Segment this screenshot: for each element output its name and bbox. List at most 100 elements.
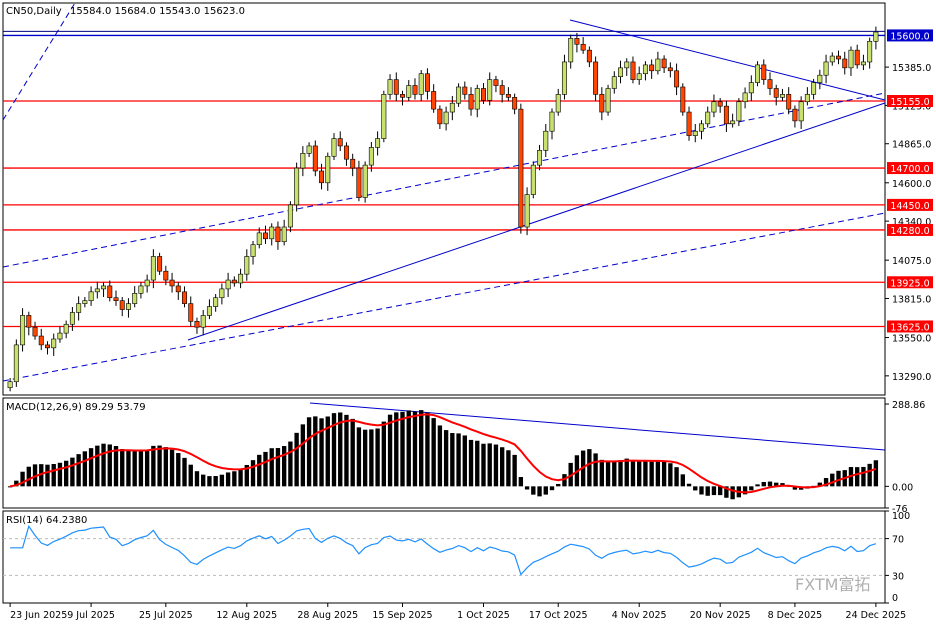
macd-bar bbox=[144, 449, 150, 487]
trendlines bbox=[2, 2, 886, 451]
macd-bar bbox=[643, 460, 648, 487]
macd-bar bbox=[356, 427, 362, 487]
candle-body bbox=[269, 226, 275, 240]
candle-body bbox=[119, 300, 125, 310]
macd-bar bbox=[419, 410, 424, 487]
candle-body bbox=[250, 244, 256, 257]
candle-body bbox=[555, 94, 561, 113]
macd-bar bbox=[182, 457, 187, 487]
candle-body bbox=[848, 49, 854, 69]
candle-body bbox=[680, 86, 686, 113]
candle-body bbox=[736, 101, 742, 122]
macd-bar bbox=[867, 463, 872, 487]
macd-bar bbox=[661, 461, 667, 487]
macd-bar bbox=[63, 460, 69, 487]
macd-bar bbox=[138, 450, 144, 487]
macd-tick-label-1: 0.00 bbox=[892, 482, 913, 493]
macd-bar bbox=[680, 474, 685, 487]
candle-body bbox=[618, 67, 623, 77]
chart-ohlc-label: 15584.0 15684.0 15543.0 15623.0 bbox=[70, 6, 245, 17]
date-label-5: 15 Sep 2025 bbox=[372, 610, 432, 621]
candle-body bbox=[88, 291, 94, 301]
candle-body bbox=[281, 226, 287, 243]
candle-body bbox=[169, 279, 175, 287]
rsi-label: RSI(14) 64.2380 bbox=[6, 515, 87, 526]
macd-bar bbox=[176, 453, 181, 487]
candle-body bbox=[412, 85, 418, 95]
candle-body bbox=[636, 73, 642, 80]
macd-bar bbox=[717, 486, 723, 496]
macd-bar bbox=[487, 443, 492, 487]
macd-bar bbox=[456, 433, 461, 487]
macd-bar bbox=[319, 418, 324, 487]
macd-bar bbox=[593, 453, 598, 487]
candle-body bbox=[792, 108, 798, 122]
level-tag-6 bbox=[887, 320, 933, 333]
candle-body bbox=[219, 288, 225, 299]
candle-body bbox=[362, 164, 368, 198]
macd-bar bbox=[462, 435, 467, 487]
candle-body bbox=[375, 138, 381, 148]
candle-body bbox=[568, 38, 574, 63]
macd-bar bbox=[817, 482, 823, 487]
macd-bar bbox=[711, 486, 717, 496]
candle-body bbox=[206, 306, 212, 316]
macd-divergence-line bbox=[309, 402, 886, 451]
rsi-tick-label-3: 0 bbox=[892, 593, 898, 604]
macd-bar bbox=[88, 448, 94, 487]
macd-bar bbox=[443, 430, 449, 487]
macd-bar bbox=[724, 486, 729, 498]
macd-bar bbox=[475, 440, 480, 487]
level-tag-3 bbox=[887, 198, 933, 211]
macd-bar bbox=[767, 481, 773, 487]
macd-bar bbox=[375, 428, 380, 487]
macd-bar bbox=[556, 483, 561, 487]
candle-body bbox=[63, 323, 69, 334]
macd-signal-line bbox=[9, 413, 877, 494]
candle-body bbox=[163, 270, 169, 281]
trendline-resistance bbox=[569, 19, 886, 101]
candle-body bbox=[717, 101, 723, 107]
level-label-4: 14280.0 bbox=[890, 226, 929, 237]
candle-body bbox=[32, 326, 38, 337]
candles bbox=[7, 26, 879, 392]
macd-bar bbox=[331, 413, 337, 487]
level-label-0: 15600.0 bbox=[890, 31, 929, 42]
price-axis: 13290.0 13550.0 13815.0 14075.0 14340.0 14600… bbox=[885, 63, 931, 383]
candle-body bbox=[51, 338, 57, 349]
macd-bar bbox=[338, 412, 343, 487]
macd-bar bbox=[512, 454, 517, 487]
candle-body bbox=[76, 303, 82, 313]
macd-bar bbox=[437, 425, 443, 487]
macd-bar bbox=[107, 444, 112, 487]
level-labels: 15600.0 15155.0 14700.0 14450.0 14280.0 13925… bbox=[887, 29, 933, 333]
horizontal-levels bbox=[3, 30, 885, 328]
candle-body bbox=[175, 285, 181, 293]
candle-body bbox=[107, 285, 113, 299]
candle-body bbox=[730, 120, 736, 125]
level-tag-0 bbox=[887, 29, 933, 42]
candle-body bbox=[786, 94, 792, 110]
price-tick-label-8: 15385.0 bbox=[892, 63, 931, 74]
candle-body bbox=[518, 108, 524, 228]
candle-body bbox=[263, 232, 268, 240]
macd-bar bbox=[493, 444, 499, 487]
macd-bar bbox=[250, 460, 256, 487]
price-tick-label-5: 14600.0 bbox=[892, 179, 931, 190]
macd-bar bbox=[263, 451, 268, 487]
candle-body bbox=[287, 204, 293, 228]
macd-bar bbox=[26, 466, 31, 487]
candle-body bbox=[431, 91, 437, 110]
macd-bar bbox=[120, 449, 125, 487]
candle-body bbox=[101, 285, 107, 290]
macd-bar bbox=[618, 460, 623, 487]
macd-bar bbox=[313, 416, 318, 487]
candle-body bbox=[26, 315, 32, 328]
macd-bar bbox=[605, 461, 611, 487]
candle-body bbox=[599, 94, 605, 113]
candle-body bbox=[213, 297, 219, 307]
macd-bar bbox=[225, 472, 231, 487]
macd-bar bbox=[381, 421, 387, 487]
candle-body bbox=[512, 97, 518, 110]
candle-body bbox=[543, 130, 549, 151]
